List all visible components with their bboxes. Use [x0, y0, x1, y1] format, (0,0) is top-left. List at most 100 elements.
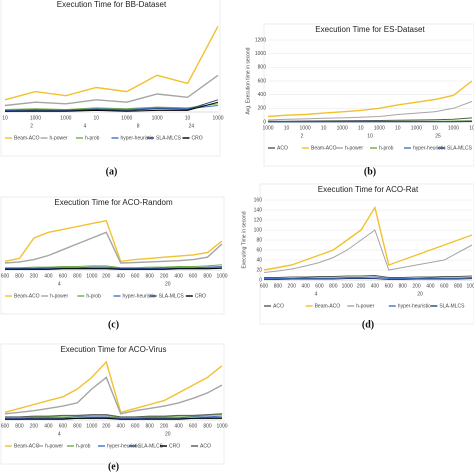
x-tick-label: 600	[59, 273, 68, 279]
x-tick-label: 600	[59, 423, 68, 429]
x-tick-label: 1000	[60, 115, 71, 121]
x-tick-label: 200	[288, 283, 297, 289]
x-tick-label: 1000	[337, 125, 348, 131]
legend-label: SLA-MLCS	[156, 135, 182, 141]
x-tick-label: 800	[203, 423, 212, 429]
caption: (d)	[362, 319, 374, 330]
panel	[0, 0, 221, 157]
legend-label: h-power	[356, 303, 374, 309]
chart-title: Execution Time for ACO-Virus	[60, 345, 166, 354]
x-tick-label: 1000	[121, 115, 132, 121]
x-group-label: 4	[58, 431, 61, 437]
x-tick-label: 400	[117, 273, 126, 279]
chart-title: Execution Time for ACO-Random	[54, 198, 173, 207]
legend-label: h-power	[45, 443, 63, 449]
x-tick-label: 10	[321, 125, 327, 131]
legend-label: hyper-heuristic	[413, 145, 446, 151]
series-line	[5, 413, 223, 418]
series-line	[5, 267, 223, 270]
x-tick-label: 600	[260, 283, 269, 289]
x-tick-label: 1000	[411, 125, 422, 131]
caption: (b)	[364, 166, 376, 177]
series-line	[263, 205, 473, 271]
panel	[0, 196, 225, 315]
x-tick-label: 10	[432, 125, 438, 131]
legend-label: CRO	[169, 443, 180, 449]
x-tick-label: 200	[30, 273, 39, 279]
x-tick-label: 200	[412, 283, 421, 289]
x-group-label: 20	[165, 431, 171, 437]
legend-label: ACO	[273, 303, 284, 309]
x-tick-label: 1000	[30, 115, 41, 121]
legend-label: hyper-heuristic	[121, 135, 154, 141]
legend-label: Beam-ACO	[14, 443, 40, 449]
x-group-label: 4	[83, 123, 86, 129]
y-tick-label: 40	[256, 257, 262, 263]
x-tick-label: 1000	[86, 273, 97, 279]
series-line	[4, 25, 219, 101]
x-tick-label: 800	[15, 273, 24, 279]
legend-label: h-power	[50, 293, 68, 299]
legend-label: hyper-heuristic	[107, 443, 140, 449]
x-tick-label: 800	[329, 283, 338, 289]
legend-label: Beam-ACO	[14, 135, 40, 141]
legend-label: ACO	[200, 443, 211, 449]
series-line	[5, 101, 219, 112]
x-group-label: 8	[137, 123, 140, 129]
y-tick-label: 200	[258, 106, 267, 112]
x-tick-label: 200	[160, 273, 169, 279]
y-tick-label: 100	[254, 227, 263, 233]
x-group-label: 25	[435, 133, 441, 139]
x-group-label: 10	[367, 133, 373, 139]
caption: (c)	[108, 319, 119, 330]
x-tick-label: 600	[440, 283, 449, 289]
x-tick-label: 600	[131, 273, 140, 279]
x-tick-label: 800	[145, 273, 154, 279]
x-tick-label: 400	[117, 423, 126, 429]
legend-label: Beam-ACO	[14, 293, 40, 299]
chart-title: Execution Time for ES-Dataset	[315, 25, 425, 34]
series-line	[5, 266, 223, 269]
legend-label: SLA-MLCS	[159, 293, 185, 299]
y-tick-label: 600	[258, 78, 267, 84]
chart-title: Execution Time for BB-Dataset	[57, 0, 167, 9]
legend-label: ACO	[277, 145, 288, 151]
x-tick-label: 800	[454, 283, 463, 289]
x-tick-label: 600	[189, 273, 198, 279]
y-tick-label: 400	[258, 92, 267, 98]
y-tick-label: 20	[256, 267, 262, 273]
series-line	[267, 80, 473, 118]
series-line	[4, 376, 223, 415]
y-axis-label: Executing Time in second	[241, 211, 247, 268]
series-line	[4, 231, 223, 264]
x-tick-label: 600	[385, 283, 394, 289]
x-tick-label: 800	[73, 423, 82, 429]
x-tick-label: 400	[44, 423, 53, 429]
x-tick-label: 1000	[342, 283, 353, 289]
legend-label: h-prob	[379, 145, 394, 151]
series-line	[263, 229, 473, 273]
caption: (e)	[108, 461, 119, 472]
x-tick-label: 800	[398, 283, 407, 289]
x-tick-label: 1000	[152, 115, 163, 121]
series-line	[5, 417, 222, 420]
x-tick-label: 600	[1, 423, 10, 429]
legend-label: h-power	[345, 145, 363, 151]
legend-label: hyper-heuristic	[398, 303, 431, 309]
x-tick-label: 10	[185, 115, 191, 121]
x-tick-label: 1000	[216, 273, 227, 279]
legend-label: h-prob	[86, 293, 101, 299]
legend-label: Beam-ACO	[315, 303, 341, 309]
x-tick-label: 1000	[212, 115, 223, 121]
x-tick-label: 1000	[374, 125, 385, 131]
series-line	[264, 278, 473, 280]
x-tick-label: 800	[203, 273, 212, 279]
x-tick-label: 1000	[262, 125, 273, 131]
chart-title: Execution Time for ACO-Rat	[318, 185, 419, 194]
x-tick-label: 1000	[448, 125, 459, 131]
x-group-label: 20	[165, 281, 171, 287]
x-tick-label: 200	[357, 283, 366, 289]
series-line	[264, 274, 473, 278]
series-line	[4, 99, 219, 112]
